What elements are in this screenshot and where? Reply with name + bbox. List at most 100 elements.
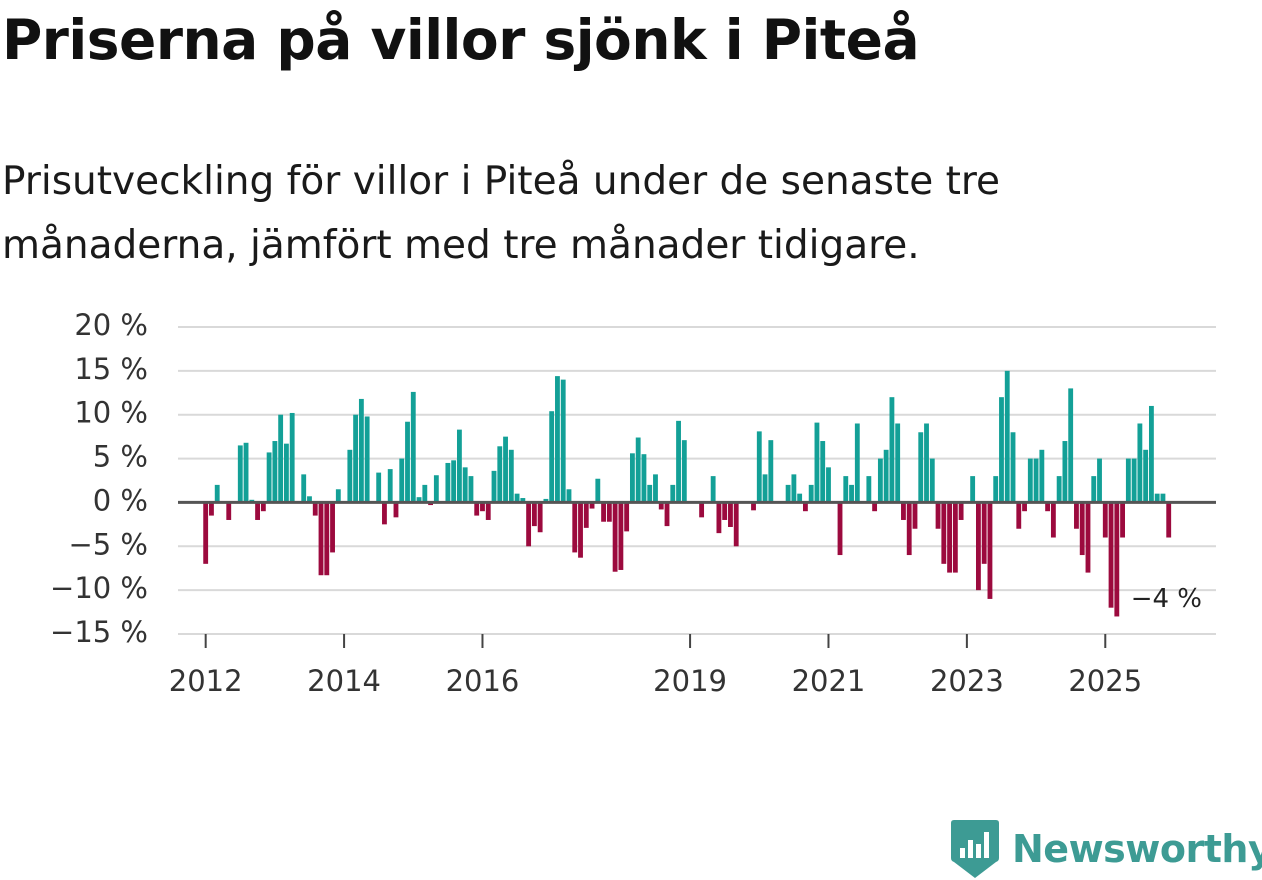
x-tick-label: 2012 (169, 664, 243, 698)
x-tick-label: 2021 (792, 664, 866, 698)
data-bar (358, 398, 364, 503)
x-tick-label: 2023 (930, 664, 1004, 698)
data-bar (335, 489, 341, 503)
data-bar (214, 484, 220, 503)
data-bar (854, 423, 860, 503)
data-bar (618, 502, 624, 570)
data-bar (578, 502, 583, 558)
data-bar (497, 446, 503, 503)
data-bar (924, 423, 929, 503)
tick-labels: 20 % 15 % 10 % 5 % 0 % −5 % −10 % −15 % 2012 2014… (50, 308, 1202, 698)
data-bar (681, 440, 687, 503)
data-bar (387, 469, 393, 503)
data-bar (549, 411, 555, 503)
y-tick-label: 20 % (74, 308, 148, 342)
data-bar (999, 397, 1004, 503)
data-bar (1091, 476, 1097, 503)
data-bar (480, 502, 485, 512)
data-bar (405, 421, 410, 503)
x-tick-label: 2014 (307, 664, 381, 698)
data-bar (901, 502, 906, 520)
data-bar (272, 441, 278, 503)
data-bar (762, 474, 768, 503)
y-tick-label: 0 % (93, 483, 148, 517)
data-bar (843, 476, 849, 503)
data-bar (751, 502, 756, 511)
data-bar (929, 458, 935, 503)
y-tick-label: 5 % (93, 440, 148, 474)
data-bar (866, 476, 872, 503)
y-tick-label: 10 % (74, 396, 148, 430)
newsworthy-logo-text: Newsworthy (1012, 827, 1262, 871)
data-bar (347, 449, 353, 503)
data-bar (255, 502, 261, 520)
data-bar (895, 423, 901, 503)
data-bar (531, 502, 537, 527)
data-bar (318, 502, 324, 576)
data-bar (935, 502, 941, 529)
data-bar (376, 472, 382, 503)
data-bar (952, 502, 958, 573)
data-bar (462, 467, 468, 503)
data-bar (970, 476, 976, 503)
data-bar (485, 502, 491, 520)
data-bar (474, 502, 480, 516)
data-bar (589, 502, 595, 509)
data-bar (710, 476, 716, 503)
data-bar (699, 502, 705, 518)
data-bar (416, 497, 422, 503)
data-bar (1120, 502, 1126, 538)
y-tick-label: −10 % (50, 571, 148, 605)
newsworthy-logo: Newsworthy (950, 818, 1262, 880)
data-bar (289, 412, 295, 503)
newsworthy-logo-icon (951, 820, 999, 878)
data-bar (912, 502, 918, 529)
data-bar (849, 484, 854, 503)
data-bar (641, 454, 647, 503)
data-bar (237, 445, 243, 503)
data-bar (906, 502, 912, 556)
data-bar (733, 502, 739, 547)
data-bar (353, 414, 359, 503)
data-bar (722, 502, 728, 520)
data-bar (1125, 458, 1131, 503)
y-tick-label: −15 % (50, 615, 148, 649)
data-bar (664, 502, 670, 527)
data-bar (209, 502, 214, 516)
data-bar (399, 458, 405, 503)
data-bar (987, 502, 993, 599)
data-bar (1085, 502, 1091, 573)
data-bar (1022, 502, 1027, 512)
data-bar (606, 502, 612, 522)
data-bar (768, 440, 774, 503)
data-bar (1010, 432, 1016, 503)
data-bar (503, 436, 508, 503)
data-bar (445, 462, 451, 503)
data-bar (543, 498, 549, 503)
data-bar (1079, 502, 1085, 556)
data-bar (658, 502, 664, 510)
data-bar (324, 502, 330, 576)
data-bar (802, 502, 808, 512)
x-tick-label: 2016 (446, 664, 520, 698)
data-bar (1045, 502, 1051, 512)
data-bar (382, 502, 387, 525)
data-bar (1148, 405, 1154, 503)
data-bar (676, 420, 681, 503)
data-bar (572, 502, 578, 553)
data-bar (301, 474, 307, 503)
data-bar (364, 416, 370, 503)
data-bar (468, 476, 474, 503)
data-bar (410, 391, 416, 503)
axes (178, 500, 1216, 648)
data-bar (1131, 458, 1137, 503)
data-bar (814, 422, 820, 503)
data-bar (1050, 502, 1056, 538)
data-bar (877, 458, 883, 503)
data-bar (560, 379, 566, 503)
data-bar (670, 484, 676, 503)
data-bar (647, 484, 653, 503)
data-bar (283, 443, 289, 503)
data-bar (330, 502, 335, 553)
y-tick-label: 15 % (74, 352, 148, 386)
